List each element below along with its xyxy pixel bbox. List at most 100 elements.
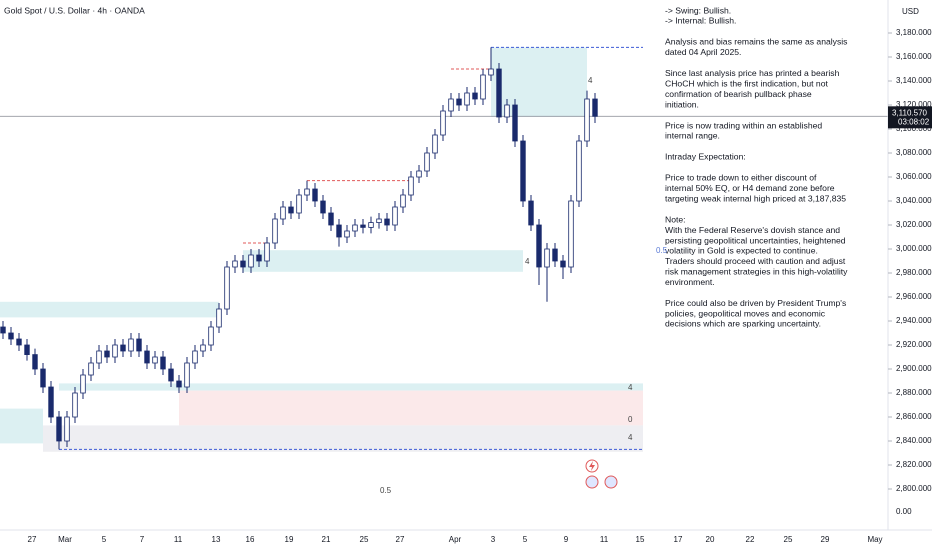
x-tick-label: 3 [491, 535, 496, 544]
note-line: Intraday Expectation: [665, 152, 746, 162]
candle-body [584, 98, 590, 142]
zones [0, 46, 888, 452]
candle-body [560, 260, 566, 268]
annotation: 0 [628, 415, 633, 424]
candle-body [344, 230, 350, 238]
y-tick-label: 2,940.000 [896, 316, 932, 325]
candle-body [352, 224, 358, 232]
candle-body [136, 338, 142, 352]
candle-body [280, 206, 286, 220]
zone [0, 301, 219, 318]
candle-body [432, 134, 438, 154]
x-tick-label: 19 [285, 535, 294, 544]
note-line: internal range. [665, 131, 720, 141]
event-flag[interactable] [604, 475, 618, 489]
event-icons[interactable] [585, 459, 618, 489]
candle-body [120, 344, 126, 352]
x-tick-label: 11 [174, 535, 183, 544]
y-tick-label: 3,020.000 [896, 220, 932, 229]
candle-body [80, 374, 86, 394]
x-tick-label: 11 [600, 535, 609, 544]
note-line: initiation. [665, 99, 699, 109]
candle-body [448, 98, 454, 112]
candle-body [208, 326, 214, 346]
lower-pane-label: 0.00 [896, 507, 912, 516]
candle-body [272, 218, 278, 244]
candle-body [144, 350, 150, 364]
y-tick-label: 3,160.000 [896, 52, 932, 61]
y-tick-label: 3,140.000 [896, 76, 932, 85]
annotation: 4 [588, 76, 593, 85]
y-tick-label: 3,180.000 [896, 28, 932, 37]
x-tick-label: May [867, 535, 882, 544]
y-tick-label: 2,820.000 [896, 460, 932, 469]
candle-body [544, 248, 550, 268]
candle-body [216, 308, 222, 328]
event-flag[interactable] [585, 475, 599, 489]
last-price-box [888, 106, 932, 129]
y-tick-label: 2,860.000 [896, 412, 932, 421]
note-line: -> Internal: Bullish. [665, 16, 736, 26]
note-line: Price is now trading within an establish… [665, 120, 822, 130]
candle-body [456, 98, 462, 106]
y-tick-label: 2,980.000 [896, 268, 932, 277]
candle-body [376, 218, 382, 223]
note-line: persisting geopolitical uncertainties, h… [665, 235, 846, 245]
candle-body [512, 104, 518, 142]
candle-body [48, 386, 54, 418]
annotation: 4 [628, 433, 633, 442]
candle-body [176, 380, 182, 388]
y-tick-label: 3,000.000 [896, 244, 932, 253]
x-tick-label: 20 [706, 535, 715, 544]
zone [179, 390, 643, 426]
note-line: Price to trade down to either discount o… [665, 173, 817, 183]
candle-body [112, 344, 118, 358]
x-tick-label: 13 [212, 535, 221, 544]
y-tick-label: 3,080.000 [896, 148, 932, 157]
candle-body [384, 218, 390, 226]
note-line: Since last analysis price has printed a … [665, 68, 840, 78]
candle-body [152, 356, 158, 364]
candle-body [552, 248, 558, 262]
last-price-label: 3,110.570 [892, 108, 928, 117]
candle-body [192, 350, 198, 364]
candle-body [368, 222, 374, 228]
currency: USD [902, 7, 919, 16]
plot [0, 47, 598, 450]
candle-body [480, 74, 486, 100]
candle-body [56, 416, 62, 442]
annotation: 4 [628, 383, 633, 392]
candle-body [440, 110, 446, 136]
x-tick-label: 5 [523, 535, 528, 544]
candle-body [424, 152, 430, 172]
candle-body [328, 212, 334, 226]
candle-body [264, 242, 270, 262]
annotation: 4 [525, 257, 530, 266]
candle-body [400, 194, 406, 208]
note-line: volatility in Gold is expected to contin… [665, 246, 818, 256]
note-line: With the Federal Reserve's dovish stance… [665, 225, 840, 235]
candle-body [96, 350, 102, 364]
candle-body [104, 350, 110, 358]
x-tick-label: Apr [449, 535, 462, 544]
candle-body [72, 392, 78, 418]
x-tick-label: 16 [246, 535, 255, 544]
candle-body [360, 224, 366, 228]
notes: -> Swing: Bullish.-> Internal: Bullish. A… [665, 5, 848, 328]
note-line: targeting weak internal high priced at 3… [665, 193, 846, 203]
y-tick-label: 2,900.000 [896, 364, 932, 373]
candle-body [16, 338, 22, 346]
x-tick-label: 25 [360, 535, 369, 544]
candle-body [536, 224, 542, 268]
candle-body [248, 254, 254, 268]
candle-body [184, 362, 190, 388]
candle-body [504, 104, 510, 118]
note-line: Note: [665, 214, 686, 224]
y-tick-label: 2,800.000 [896, 484, 932, 493]
note-line: dated 04 April 2025. [665, 47, 741, 57]
candle-body [32, 354, 38, 370]
candle-body [232, 260, 238, 268]
candle-body [336, 224, 342, 238]
candle-body [24, 344, 30, 355]
